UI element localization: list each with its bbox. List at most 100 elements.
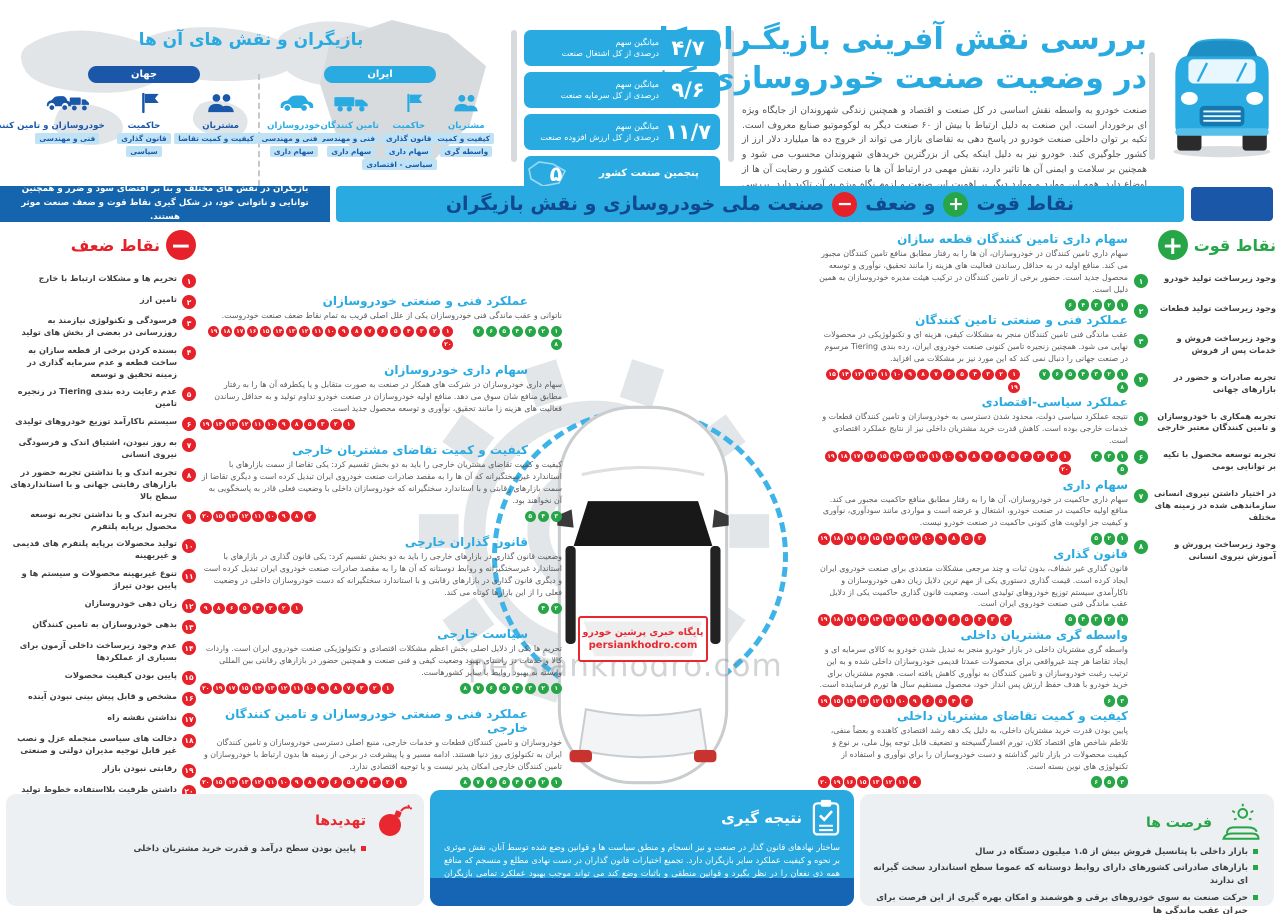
strength-text: وجود زیرساخت فروش و خدمات پس از فروش xyxy=(1176,333,1276,355)
weakness-ref-badge: ۲ xyxy=(369,682,381,695)
weakness-number: ۶ xyxy=(182,417,196,432)
weakness-ref-badge: ۱۰ xyxy=(891,368,903,381)
player-name: حاکمیت xyxy=(127,121,161,131)
weakness-item: ۶ سیستم ناکارآمد توزیع خودروهای تولیدی xyxy=(6,416,196,432)
strength-number: ۱ xyxy=(1134,274,1148,288)
reference-badges: ۱ ۲ ۳ ۵ ۸ ۹ ۱۰ ۱۱ ۱۲ ۱۳ ۱۴ ۱۹ xyxy=(200,418,562,431)
weakness-ref-badge: ۳ xyxy=(974,533,986,545)
strength-ref-badge: ۴ xyxy=(1090,450,1102,463)
analysis-blocks-left: عملکرد فنی و صنعتی خودروسازان ناتوانی و … xyxy=(200,294,562,788)
weakness-ref-badges: ۳ ۴ ۵ ۶ ۹ ۱۰ ۱۱ ۱۲ ۱۳ ۱۴ ۱۵ ۱۹ xyxy=(818,695,973,707)
banner-strengths-label: نقاط قوت xyxy=(976,193,1075,215)
weakness-number: ۵ xyxy=(182,387,196,402)
strength-ref-badge: ۳ xyxy=(1090,299,1102,311)
divider-bar xyxy=(511,30,517,162)
stat-bar: ۴/۷ میانگین سهم درصدی از کل اشتغال صنعت xyxy=(524,30,720,66)
weakness-ref-badge: ۲ xyxy=(1000,614,1012,626)
weakness-ref-badge: ۱۶ xyxy=(864,450,876,463)
weakness-ref-badge: ۲ xyxy=(995,368,1007,381)
weakness-item: ۴ بسنده کردن برخی از قطعه سازان به ساخت … xyxy=(6,345,196,381)
conclusion-header: نتیجه گیری xyxy=(430,790,854,837)
section-banner: نقاط قوت + و ضعف − صنعت ملی خودروسازی و … xyxy=(336,186,1184,222)
weakness-ref-badge: ۸ xyxy=(350,325,363,338)
weakness-text: تامین ارز xyxy=(139,294,177,304)
stat-label-line: پنجمین صنعت کشور xyxy=(599,168,699,180)
player: مشتریان کیفیت و کمیت تقاضا xyxy=(174,91,258,157)
weakness-number: ۱ xyxy=(182,274,196,288)
weakness-ref-badge: ۱۲ xyxy=(870,695,882,707)
weakness-ref-badge: ۲۰ xyxy=(200,510,212,523)
weakness-number: ۱۸ xyxy=(182,733,196,748)
opportunities-box: فرصت ها بازار داخلی با پتانسیل فروش بیش … xyxy=(860,794,1274,914)
weakness-ref-badge: ۱۹ xyxy=(213,682,225,695)
opportunities-header: فرصت ها xyxy=(860,794,1274,843)
weakness-number: ۱۰ xyxy=(182,539,196,554)
analysis-block: سهام داری خودروسازان سهام داری خودروسازا… xyxy=(200,363,562,431)
strength-ref-badge: ۷ xyxy=(1038,368,1050,381)
role-tag: سیاسی xyxy=(126,146,162,157)
weakness-ref-badge: ۹ xyxy=(909,695,921,707)
strength-ref-badge: ۷ xyxy=(472,325,484,338)
weakness-ref-badge: ۴ xyxy=(356,776,368,788)
clipboard-icon xyxy=(812,799,840,836)
analysis-block: قانون گذاران خارجی وضعیت قانون گذاری در … xyxy=(200,535,562,615)
weakness-ref-badge: ۱۲ xyxy=(916,450,928,463)
strength-number: ۲ xyxy=(1134,304,1148,318)
analysis-block: سهام داری سهام داری حاکمیت در خودروسازان… xyxy=(818,478,1128,545)
strength-ref-badge: ۵ xyxy=(1103,776,1115,788)
strength-ref-badge: ۳ xyxy=(550,510,562,523)
minus-icon: − xyxy=(832,191,858,217)
role-tag: سیاسی - اقتصادی xyxy=(362,159,437,170)
weakness-number: ۳ xyxy=(182,316,196,330)
block-title: قانون گذاری xyxy=(1053,546,1128,561)
weakness-ref-badge: ۱۵ xyxy=(857,776,869,788)
weakness-ref-badge: ۱۰ xyxy=(278,776,290,788)
weakness-ref-badges: ۱ ۲ ۳ ۷ ۸ ۹ ۱۰ ۱۱ ۱۲ ۱۳ ۱۴ ۱۵ ۱۷ ۱۹ ۲۰ xyxy=(200,682,394,695)
player: حاکمیت قانون گذاری سهام داری سیاسی - اقتصا… xyxy=(362,91,437,170)
weakness-number: ۷ xyxy=(182,438,196,453)
flag-icon xyxy=(122,100,166,119)
weakness-text: مشخص و قابل پیش بینی نبودن آینده xyxy=(27,690,177,701)
stat-labels: میانگین سهم درصدی از کل ارزش افزوده صنعت xyxy=(531,121,659,143)
weakness-ref-badge: ۵ xyxy=(935,695,947,707)
weakness-ref-badges: ۱ ۲ ۳ ۵ ۸ ۹ ۱۰ ۱۱ ۱۲ ۱۳ ۱۴ ۱۹ xyxy=(200,418,355,431)
weakness-item: ۱۳ بدهی خودروسازان به تامین کنندگان xyxy=(6,619,196,635)
strength-ref-badge: ۶ xyxy=(485,682,497,695)
weakness-item: ۱۱ تنوع غیربهینه محصولات و سیستم ها و پا… xyxy=(6,568,196,592)
analysis-block: کیفیت و کمیت تقاضای مشتریان خارجی کیفیت … xyxy=(200,443,562,523)
strength-ref-badge: ۲ xyxy=(537,776,549,788)
weakness-text: تنوع غیربهینه محصولات و سیستم ها و پایین… xyxy=(21,568,177,591)
weakness-ref-badge: ۱۱ xyxy=(909,614,921,626)
weakness-text: تجربه اندک و یا نداشتن تجربه توسعه محصول… xyxy=(30,508,177,531)
weakness-number: ۱۵ xyxy=(182,670,196,685)
stat-label-line: درصدی از کل ارزش افزوده صنعت xyxy=(540,132,659,142)
car-icon xyxy=(274,100,314,119)
weakness-ref-badge: ۱ xyxy=(291,602,303,615)
iran-map-icon xyxy=(528,160,567,187)
world-label: جهان xyxy=(88,66,200,83)
divider-bar xyxy=(728,30,734,162)
weakness-ref-badge: ۶ xyxy=(330,776,342,788)
strength-ref-badge: ۸ xyxy=(1116,381,1128,394)
car-and-truck-icon xyxy=(45,100,89,119)
weakness-ref-badge: ۹ xyxy=(291,776,303,788)
opportunity-item: بازار داخلی با پتانسیل فروش بیش از ۱.۵ م… xyxy=(868,846,1258,859)
truck-icon xyxy=(331,100,371,119)
stat-label-line: میانگین سهم xyxy=(615,120,659,131)
block-text: پایین بودن قدرت خرید مشتریان داخلی، به د… xyxy=(830,725,1128,771)
strength-ref-badge: ۴ xyxy=(537,510,549,523)
weakness-ref-badge: ۱۰ xyxy=(324,325,337,338)
weakness-ref-badge: ۱۱ xyxy=(883,695,895,707)
weakness-ref-badge: ۳ xyxy=(265,602,277,615)
analysis-block: عملکرد فنی و صنعتی خودروسازان ناتوانی و … xyxy=(200,294,562,351)
weakness-ref-badge: ۱۳ xyxy=(903,450,915,463)
weakness-ref-badge: ۸ xyxy=(917,368,929,381)
plus-icon: + xyxy=(943,191,969,217)
weakness-ref-badge: ۲۰ xyxy=(1059,463,1071,476)
weakness-ref-badge: ۶ xyxy=(943,368,955,381)
